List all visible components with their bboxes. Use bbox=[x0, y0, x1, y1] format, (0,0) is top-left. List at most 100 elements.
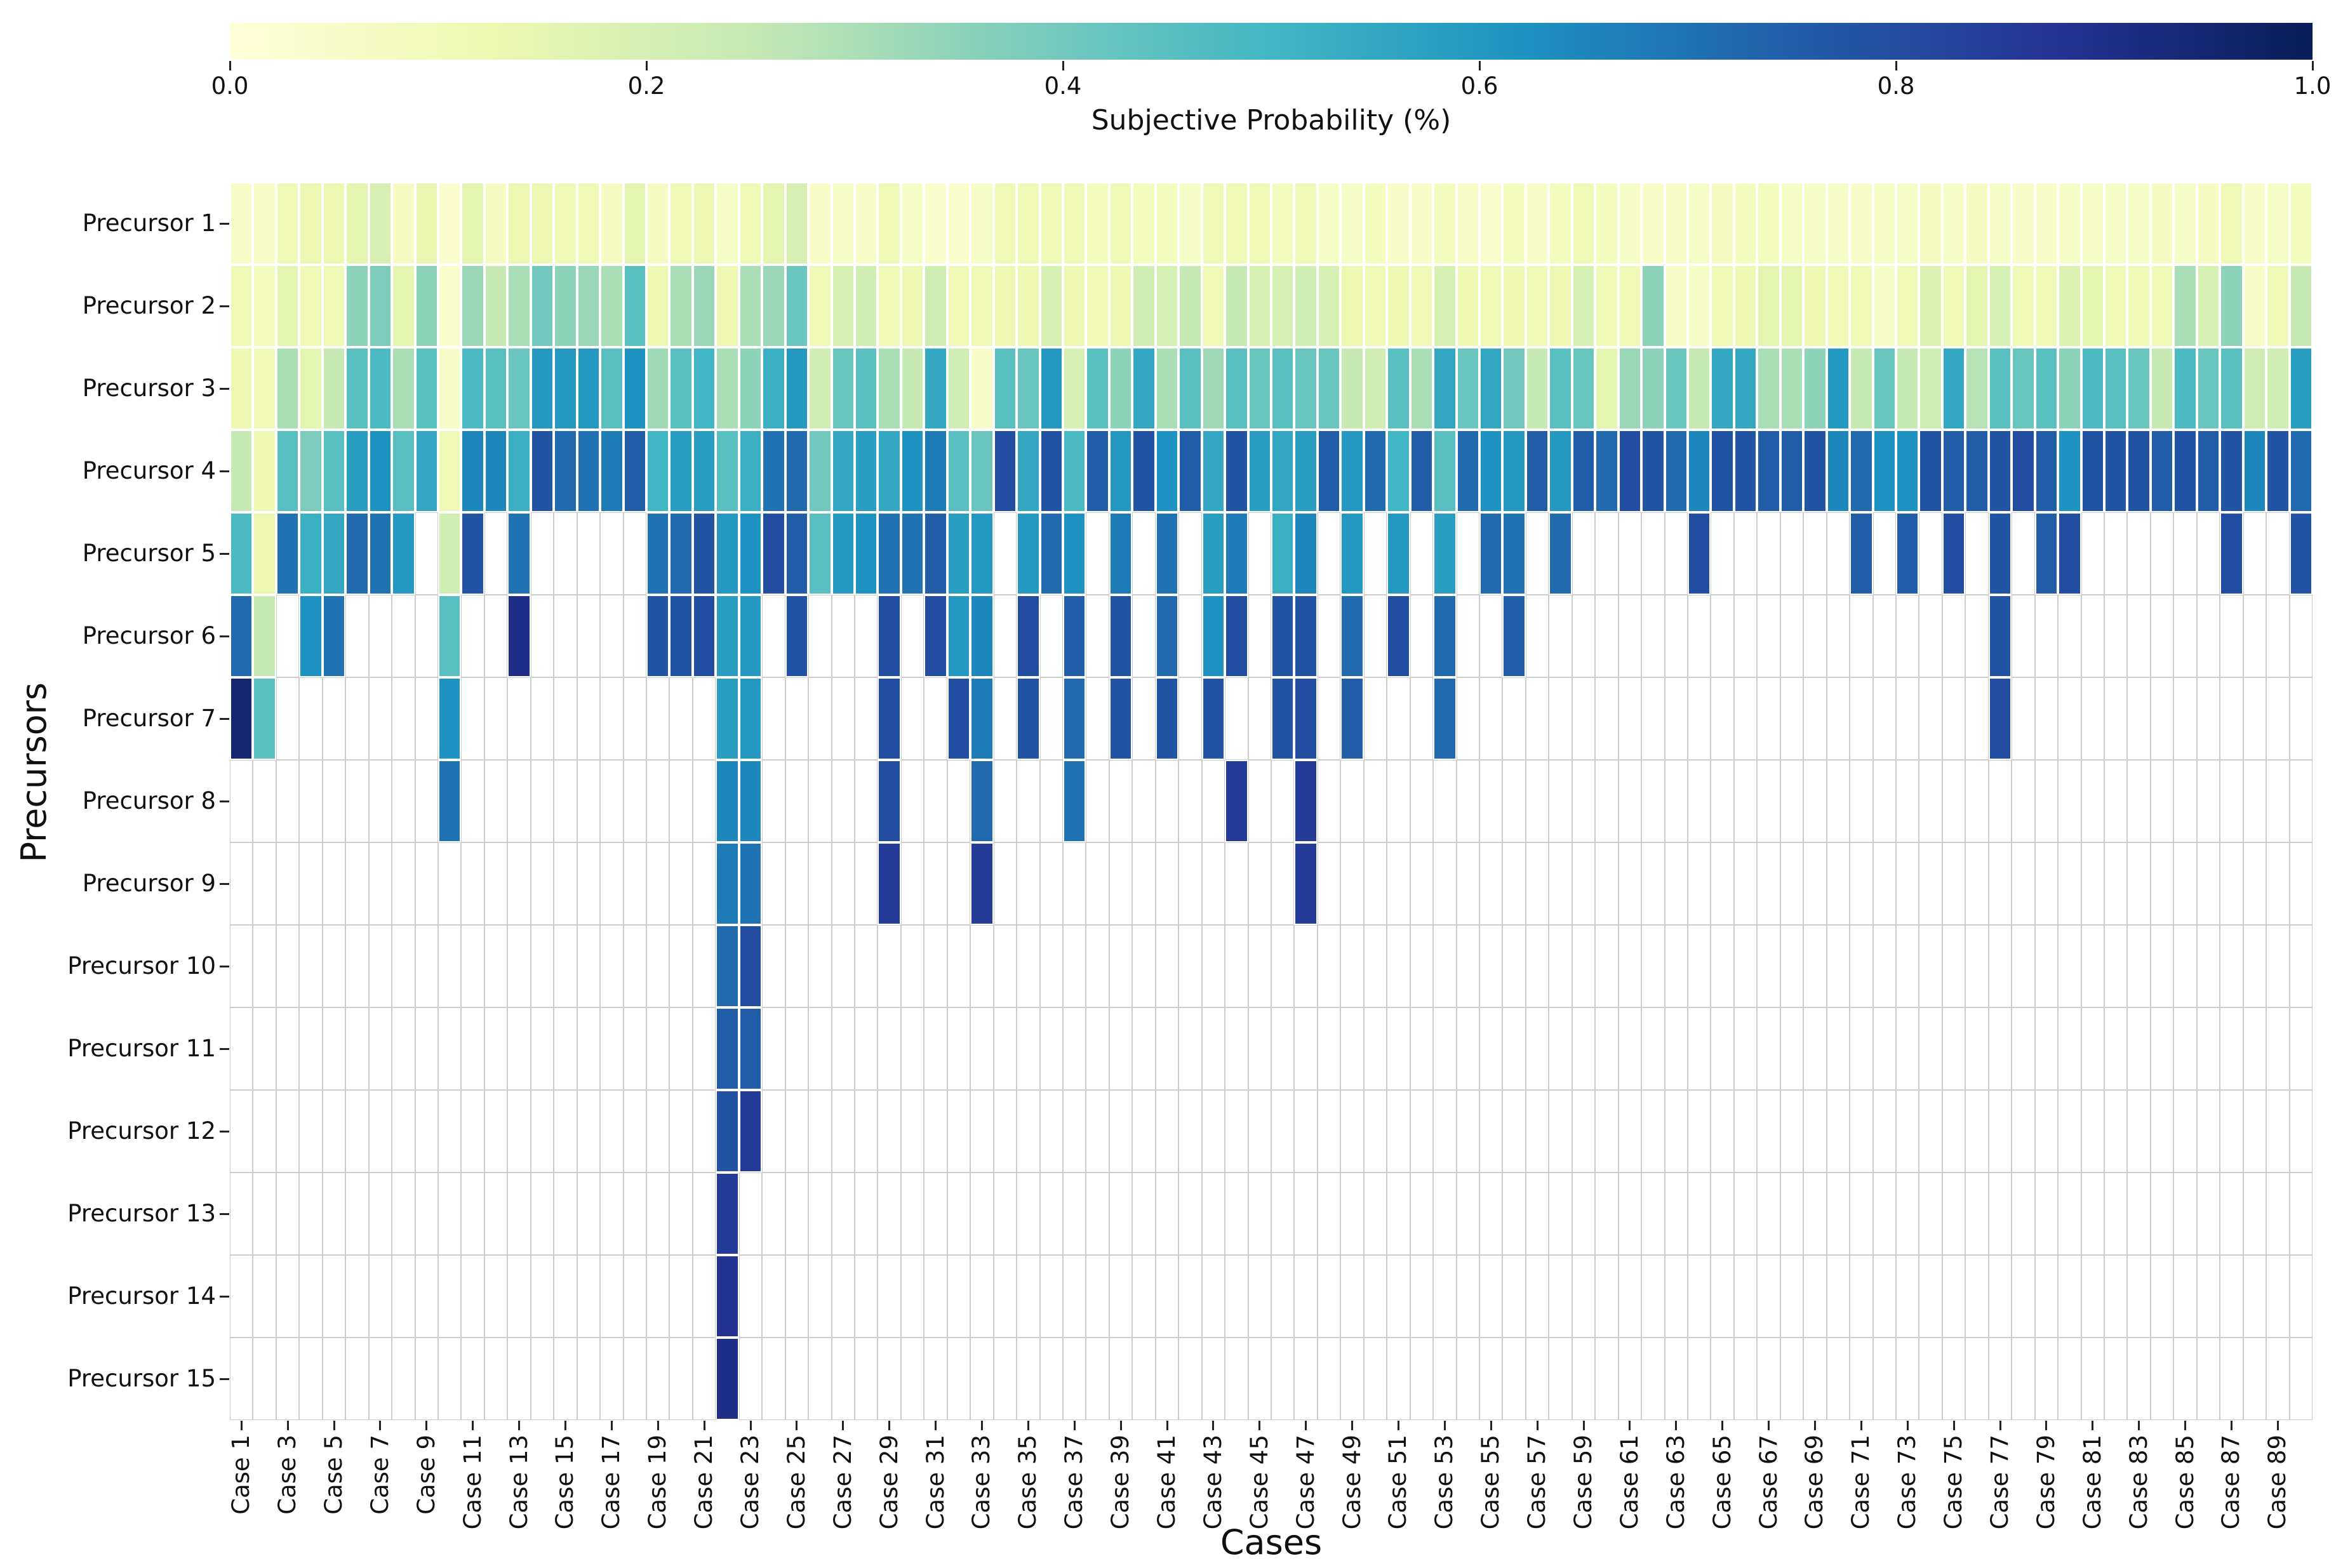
x-axis-tick bbox=[1490, 1421, 1492, 1430]
heatmap-cell-p7-c32 bbox=[947, 677, 971, 760]
heatmap-cell-p7-c82 bbox=[2104, 677, 2128, 760]
heatmap-cell-p1-c68 bbox=[1780, 182, 1804, 265]
heatmap-cell-p3-c22 bbox=[716, 347, 739, 430]
heatmap-cell-p14-c82 bbox=[2104, 1255, 2128, 1338]
heatmap-cell-p8-c3 bbox=[276, 760, 300, 842]
heatmap-cell-p11-c79 bbox=[2034, 1007, 2059, 1090]
heatmap-cell-p8-c22 bbox=[716, 760, 739, 842]
heatmap-cell-p3-c42 bbox=[1178, 347, 1202, 430]
heatmap-cell-p8-c29 bbox=[878, 760, 901, 842]
heatmap-cell-p13-c51 bbox=[1387, 1173, 1410, 1255]
x-axis-tick-label-text: Case 37 bbox=[1060, 1435, 1088, 1530]
heatmap-cell-p11-c29 bbox=[878, 1007, 901, 1090]
y-axis-tick bbox=[220, 635, 229, 637]
heatmap-cell-p4-c64 bbox=[1687, 430, 1711, 512]
heatmap-cell-p7-c78 bbox=[2012, 677, 2035, 760]
heatmap-cell-p4-c72 bbox=[1872, 430, 1896, 512]
heatmap-cell-p13-c48 bbox=[1317, 1173, 1341, 1255]
heatmap-cell-p4-c21 bbox=[692, 430, 716, 512]
heatmap-cell-p6-c12 bbox=[484, 595, 508, 677]
heatmap-cell-p13-c43 bbox=[1201, 1173, 1225, 1255]
y-axis-tick bbox=[220, 1130, 229, 1133]
heatmap-cell-p10-c58 bbox=[1549, 925, 1572, 1007]
heatmap-cell-p14-c45 bbox=[1248, 1255, 1271, 1338]
heatmap-cell-p3-c33 bbox=[970, 347, 994, 430]
heatmap-cell-p2-c9 bbox=[415, 265, 438, 347]
x-axis-tick-label: Case 3 bbox=[273, 1435, 302, 1517]
heatmap-cell-p5-c36 bbox=[1039, 512, 1063, 595]
heatmap-cell-p4-c28 bbox=[854, 430, 878, 512]
y-axis-tick-label: Precursor 8 bbox=[82, 787, 216, 814]
heatmap-cell-p6-c48 bbox=[1317, 595, 1341, 677]
heatmap-cell-p10-c5 bbox=[322, 925, 346, 1007]
heatmap-cell-p11-c84 bbox=[2150, 1007, 2174, 1090]
heatmap-cell-p14-c16 bbox=[577, 1255, 601, 1338]
heatmap-cell-p3-c85 bbox=[2173, 347, 2197, 430]
heatmap-cell-p15-c64 bbox=[1687, 1338, 1711, 1420]
heatmap-cell-p7-c72 bbox=[1872, 677, 1896, 760]
heatmap-cell-p7-c55 bbox=[1479, 677, 1503, 760]
heatmap-cell-p15-c75 bbox=[1942, 1338, 1966, 1420]
heatmap-cell-p8-c36 bbox=[1039, 760, 1063, 842]
heatmap-cell-p14-c73 bbox=[1895, 1255, 1919, 1338]
heatmap-cell-p13-c74 bbox=[1919, 1173, 1942, 1255]
y-axis-tick bbox=[220, 1213, 229, 1215]
heatmap-cell-p2-c43 bbox=[1201, 265, 1225, 347]
heatmap-cell-p14-c27 bbox=[831, 1255, 855, 1338]
heatmap-cell-p13-c38 bbox=[1086, 1173, 1109, 1255]
heatmap-cell-p2-c66 bbox=[1733, 265, 1758, 347]
x-axis-tick-label: Case 5 bbox=[319, 1435, 349, 1517]
heatmap-cell-p8-c78 bbox=[2012, 760, 2035, 842]
heatmap-cell-p9-c13 bbox=[507, 842, 531, 925]
heatmap-cell-p13-c55 bbox=[1479, 1173, 1503, 1255]
heatmap-cell-p3-c71 bbox=[1850, 347, 1873, 430]
heatmap-cell-p1-c79 bbox=[2034, 182, 2059, 265]
x-axis-tick-label: Case 73 bbox=[1893, 1435, 1922, 1532]
heatmap-cell-p10-c47 bbox=[1294, 925, 1318, 1007]
heatmap-cell-p9-c22 bbox=[716, 842, 739, 925]
x-axis-tick bbox=[842, 1421, 844, 1430]
heatmap-cell-p12-c28 bbox=[854, 1090, 878, 1173]
heatmap-cell-p9-c10 bbox=[437, 842, 462, 925]
x-axis-tick-label-text: Case 73 bbox=[1893, 1435, 1921, 1530]
heatmap-cell-p8-c60 bbox=[1595, 760, 1619, 842]
heatmap-cell-p11-c50 bbox=[1363, 1007, 1387, 1090]
heatmap-cell-p12-c59 bbox=[1572, 1090, 1596, 1173]
heatmap-cell-p9-c9 bbox=[415, 842, 438, 925]
y-axis-tick-label: Precursor 3 bbox=[82, 375, 216, 402]
heatmap-cell-p15-c38 bbox=[1086, 1338, 1109, 1420]
heatmap-cell-p2-c24 bbox=[762, 265, 785, 347]
heatmap-cell-p3-c35 bbox=[1017, 347, 1040, 430]
heatmap-cell-p5-c25 bbox=[785, 512, 809, 595]
heatmap-cell-p7-c10 bbox=[437, 677, 462, 760]
heatmap-cell-p10-c67 bbox=[1757, 925, 1780, 1007]
heatmap-cell-p5-c90 bbox=[2289, 512, 2313, 595]
heatmap-cell-p3-c31 bbox=[924, 347, 947, 430]
heatmap-cell-p9-c70 bbox=[1826, 842, 1850, 925]
heatmap-cell-p1-c2 bbox=[253, 182, 276, 265]
x-axis-tick bbox=[796, 1421, 798, 1430]
heatmap-cell-p3-c88 bbox=[2243, 347, 2267, 430]
heatmap-cell-p4-c2 bbox=[253, 430, 276, 512]
heatmap-cell-p12-c39 bbox=[1109, 1090, 1133, 1173]
heatmap bbox=[230, 182, 2313, 1420]
heatmap-cell-p11-c17 bbox=[600, 1007, 624, 1090]
heatmap-cell-p15-c31 bbox=[924, 1338, 947, 1420]
heatmap-cell-p5-c12 bbox=[484, 512, 508, 595]
x-axis-tick-label: Case 37 bbox=[1060, 1435, 1089, 1532]
heatmap-cell-p15-c46 bbox=[1271, 1338, 1295, 1420]
y-axis-tick-label: Precursor 10 bbox=[67, 952, 216, 980]
heatmap-cell-p1-c77 bbox=[1988, 182, 2012, 265]
heatmap-cell-p13-c40 bbox=[1132, 1173, 1156, 1255]
heatmap-cell-p12-c46 bbox=[1271, 1090, 1295, 1173]
heatmap-cell-p7-c22 bbox=[716, 677, 739, 760]
heatmap-cell-p12-c56 bbox=[1502, 1090, 1526, 1173]
heatmap-cell-p1-c66 bbox=[1733, 182, 1758, 265]
heatmap-cell-p5-c50 bbox=[1363, 512, 1387, 595]
heatmap-cell-p6-c71 bbox=[1850, 595, 1873, 677]
heatmap-cell-p10-c16 bbox=[577, 925, 601, 1007]
heatmap-cell-p11-c11 bbox=[461, 1007, 484, 1090]
x-axis-tick-label: Case 19 bbox=[643, 1435, 672, 1532]
heatmap-cell-p5-c49 bbox=[1340, 512, 1364, 595]
heatmap-cell-p11-c64 bbox=[1687, 1007, 1711, 1090]
